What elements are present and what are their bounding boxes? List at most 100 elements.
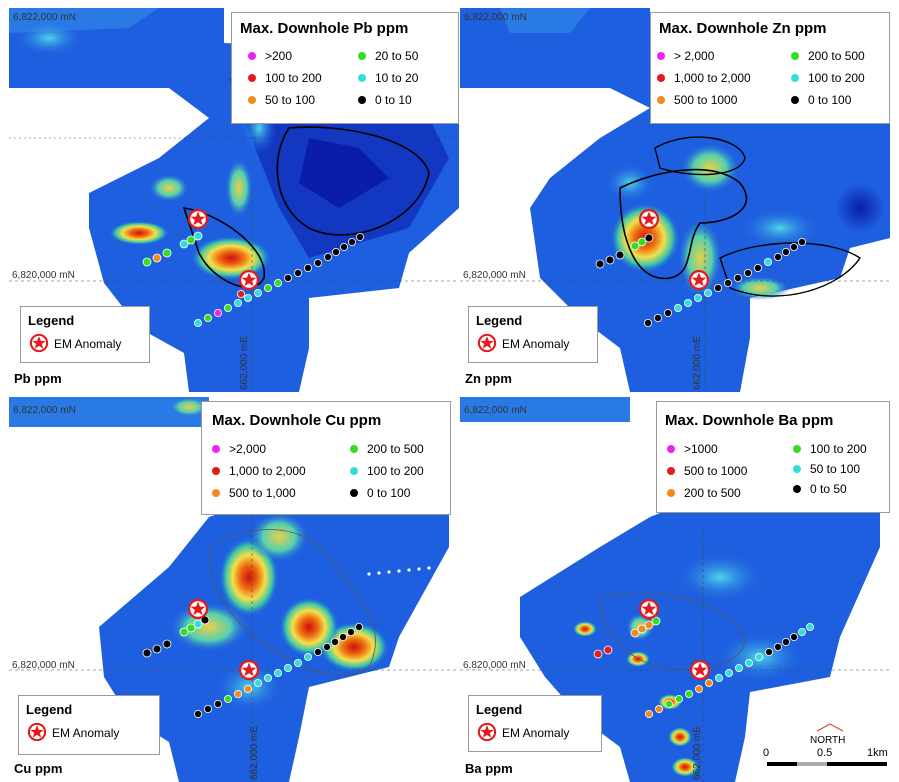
pb-drillholes-sw [142, 231, 203, 267]
cu-drillholes-sw [142, 615, 210, 658]
pb-class-10-20: 10 to 20 [358, 71, 418, 85]
legend-dot-icon [793, 444, 801, 453]
pb-legend-title: Max. Downhole Pb ppm [240, 20, 409, 37]
em-anomaly-icon [238, 659, 260, 681]
legend-dot-icon [791, 73, 799, 82]
em-legend: Legend EM Anomaly [468, 695, 602, 752]
panel-label-cu: Cu ppm [11, 760, 69, 777]
ba-drillholes-main [644, 622, 814, 718]
legend-dot-icon [248, 73, 256, 82]
ba-class-50-100: 50 to 100 [793, 462, 860, 476]
legend-dot-icon [667, 488, 675, 497]
legend-dot-icon [350, 488, 358, 497]
northing-label-mid: 6,820,000 mN [463, 270, 526, 281]
pb-class-legend: Max. Downhole Pb ppm >200 100 to 200 50 … [231, 12, 459, 124]
zn-class-legend: Max. Downhole Zn ppm > 2,000 1,000 to 2,… [650, 12, 890, 124]
pb-drillholes-main [193, 232, 364, 327]
cu-hole-traces [367, 566, 431, 576]
em-anomaly-icon [187, 598, 209, 620]
northing-label-top: 6,822,000 mN [13, 405, 76, 416]
cu-drillholes-main [193, 622, 363, 718]
map-panel-pb: 6,822,000 mN 6,820,000 mN 662,000 mE Max… [9, 8, 459, 392]
easting-label: 662,000 mE [692, 336, 703, 390]
legend-dot-icon [793, 464, 801, 473]
legend-dot-icon [667, 466, 675, 475]
em-legend-title: Legend [476, 702, 523, 717]
pb-class-20-50: 20 to 50 [358, 49, 418, 63]
legend-dot-icon [791, 51, 799, 60]
cu-class-200-500: 200 to 500 [350, 442, 424, 456]
em-anomaly-icon [638, 208, 660, 230]
zn-class-1000-2000: 1,000 to 2,000 [657, 71, 751, 85]
em-legend-title: Legend [28, 313, 75, 328]
northing-label-top: 6,822,000 mN [464, 405, 527, 416]
em-anomaly-icon [187, 208, 209, 230]
cu-class-0-100: 0 to 100 [350, 486, 410, 500]
cu-class-gt2000: >2,000 [212, 442, 266, 456]
legend-dot-icon [791, 95, 799, 104]
scale-tick-half: 0.5 [817, 747, 833, 759]
legend-dot-icon [793, 484, 801, 493]
ba-legend-title: Max. Downhole Ba ppm [665, 412, 834, 429]
ba-class-100-200: 100 to 200 [793, 442, 867, 456]
em-legend-label: EM Anomaly [502, 726, 570, 740]
ba-class-0-50: 0 to 50 [793, 482, 847, 496]
legend-dot-icon [350, 444, 358, 453]
ba-class-500-1000: 500 to 1000 [667, 464, 747, 478]
star-in-circle-icon [477, 333, 497, 353]
legend-dot-icon [358, 51, 366, 60]
em-anomaly-icon [638, 598, 660, 620]
legend-dot-icon [358, 73, 366, 82]
ba-class-legend: Max. Downhole Ba ppm >1000 500 to 1000 2… [656, 401, 890, 513]
legend-dot-icon [667, 444, 675, 453]
panel-label-pb: Pb ppm [11, 370, 68, 387]
north-label: NORTH [810, 735, 846, 746]
panel-label-zn: Zn ppm [462, 370, 518, 387]
easting-label: 662,000 mE [239, 336, 250, 390]
em-anomaly-icon [688, 269, 710, 291]
map-panel-cu: 6,822,000 mN 6,820,000 mN 662,000 mE Max… [9, 397, 459, 782]
panel-label-ba: Ba ppm [462, 760, 519, 777]
zn-class-gt2000: > 2,000 [657, 49, 714, 63]
star-in-circle-icon [477, 722, 497, 742]
ba-drillholes-sw [593, 616, 661, 659]
zn-drillholes-main [643, 237, 806, 327]
northing-label-mid: 6,820,000 mN [463, 660, 526, 671]
ba-class-gt1000: >1000 [667, 442, 718, 456]
northing-label-mid: 6,820,000 mN [12, 660, 75, 671]
em-legend: Legend EM Anomaly [468, 306, 598, 363]
em-legend-label: EM Anomaly [52, 726, 120, 740]
legend-dot-icon [212, 466, 220, 475]
zn-class-200-500: 200 to 500 [791, 49, 865, 63]
legend-dot-icon [657, 73, 665, 82]
north-arrow-icon [767, 723, 887, 766]
em-legend-title: Legend [476, 313, 523, 328]
legend-dot-icon [358, 95, 366, 104]
zn-class-100-200: 100 to 200 [791, 71, 865, 85]
em-legend-label: EM Anomaly [54, 337, 122, 351]
em-legend: Legend EM Anomaly [20, 306, 150, 363]
legend-dot-icon [350, 466, 358, 475]
zn-class-0-100: 0 to 100 [791, 93, 851, 107]
em-legend-title: Legend [26, 702, 73, 717]
cu-class-500-1000: 500 to 1,000 [212, 486, 296, 500]
easting-label: 662,000 mE [692, 726, 703, 780]
em-legend-label: EM Anomaly [502, 337, 570, 351]
zn-legend-title: Max. Downhole Zn ppm [659, 20, 827, 37]
cu-legend-title: Max. Downhole Cu ppm [212, 412, 382, 429]
pb-class-gt200: >200 [248, 49, 292, 63]
scale-tick-1km: 1km [867, 747, 888, 759]
cu-class-100-200: 100 to 200 [350, 464, 424, 478]
legend-dot-icon [657, 95, 665, 104]
scale-tick-0: 0 [763, 747, 770, 759]
zn-drillholes-sw [595, 233, 654, 269]
legend-dot-icon [212, 488, 220, 497]
cu-class-1000-2000: 1,000 to 2,000 [212, 464, 306, 478]
legend-dot-icon [248, 51, 256, 60]
pb-class-100-200: 100 to 200 [248, 71, 322, 85]
em-legend: Legend EM Anomaly [18, 695, 160, 755]
pb-class-0-10: 0 to 10 [358, 93, 412, 107]
legend-dot-icon [212, 444, 220, 453]
northing-label-top: 6,822,000 mN [464, 12, 527, 23]
zn-class-500-1000: 500 to 1000 [657, 93, 737, 107]
